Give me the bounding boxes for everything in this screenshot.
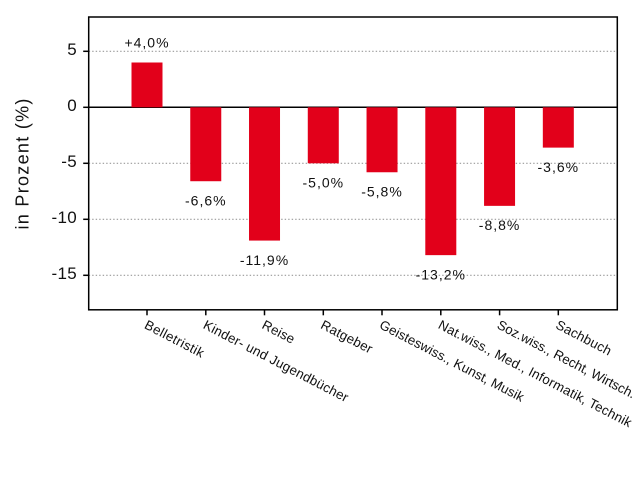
svg-text:-8,8%: -8,8% — [479, 217, 521, 233]
svg-text:-10: -10 — [52, 208, 77, 227]
svg-text:5: 5 — [67, 40, 77, 59]
svg-text:-5: -5 — [61, 152, 77, 171]
svg-text:-5,8%: -5,8% — [361, 184, 403, 200]
svg-text:-11,9%: -11,9% — [240, 252, 289, 268]
svg-text:-3,6%: -3,6% — [538, 159, 580, 175]
svg-text:-13,2%: -13,2% — [416, 266, 466, 282]
svg-text:-6,6%: -6,6% — [185, 192, 227, 208]
svg-text:-15: -15 — [52, 264, 77, 283]
svg-text:-5,0%: -5,0% — [303, 175, 345, 191]
svg-text:in Prozent (%): in Prozent (%) — [13, 97, 33, 229]
svg-text:0: 0 — [67, 96, 77, 115]
svg-text:+4,0%: +4,0% — [124, 35, 169, 51]
